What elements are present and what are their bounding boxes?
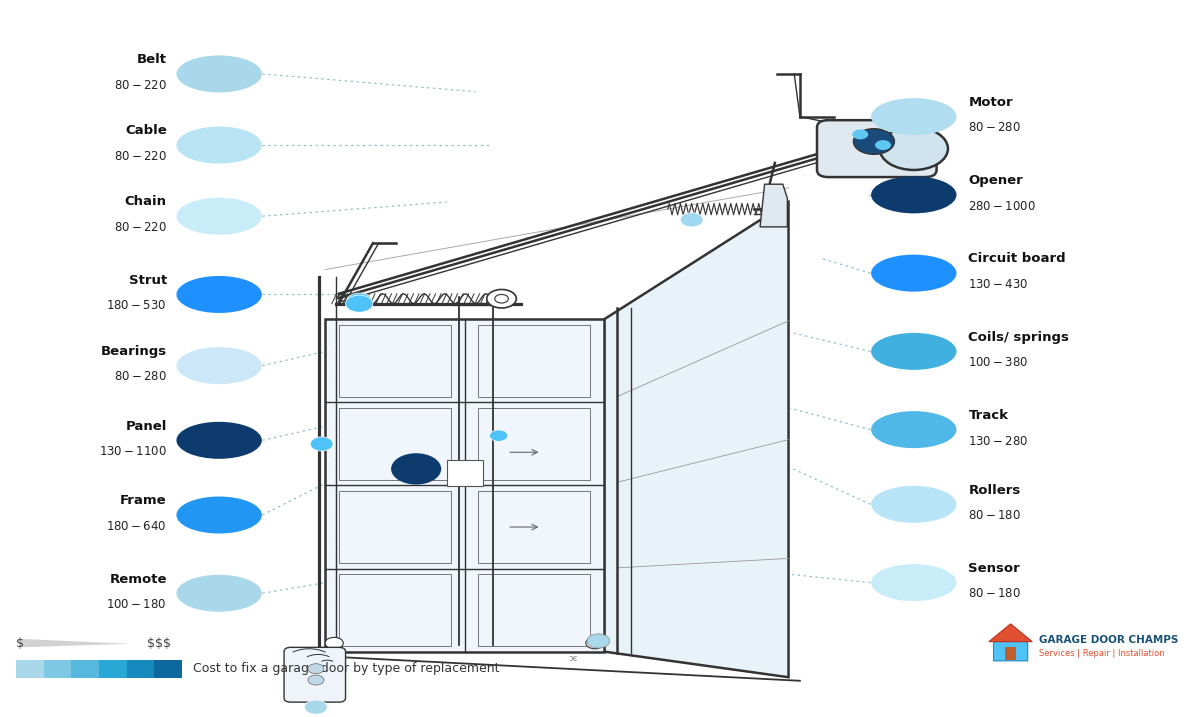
Circle shape [346,295,373,313]
Ellipse shape [176,496,262,533]
Text: $180 - $530: $180 - $530 [107,300,167,313]
Text: Belt: Belt [137,53,167,66]
Circle shape [325,637,343,649]
Text: Remote: Remote [109,573,167,586]
Circle shape [391,453,442,485]
Circle shape [487,290,516,308]
Ellipse shape [871,255,956,292]
Text: $100 - $180: $100 - $180 [107,598,167,611]
Circle shape [308,664,324,674]
Circle shape [680,213,703,227]
Text: $280 - $1000: $280 - $1000 [968,200,1037,213]
Circle shape [853,129,894,154]
Ellipse shape [871,98,956,135]
Ellipse shape [871,486,956,523]
Text: $130 - $280: $130 - $280 [968,435,1028,447]
Text: Frame: Frame [120,494,167,508]
Ellipse shape [176,575,262,612]
FancyBboxPatch shape [17,660,44,678]
Text: Chain: Chain [125,196,167,209]
Text: Services | Repair | Installation: Services | Repair | Installation [1039,650,1165,658]
FancyBboxPatch shape [1004,647,1016,660]
Text: Cable: Cable [125,124,167,138]
Circle shape [586,637,604,649]
FancyBboxPatch shape [817,120,936,177]
Circle shape [311,437,334,451]
Text: Cost to fix a garage door by type of replacement: Cost to fix a garage door by type of rep… [193,663,499,675]
Text: Sensor: Sensor [968,562,1020,575]
Ellipse shape [176,276,262,313]
Ellipse shape [871,176,956,214]
Polygon shape [325,319,604,652]
FancyBboxPatch shape [154,660,181,678]
Ellipse shape [871,411,956,448]
FancyBboxPatch shape [126,660,154,678]
Text: Coils/ springs: Coils/ springs [968,331,1069,343]
Text: $80 - $220: $80 - $220 [114,221,167,234]
FancyBboxPatch shape [44,660,72,678]
Ellipse shape [871,564,956,601]
Text: $130 - $430: $130 - $430 [968,278,1028,291]
Text: $180 - $640: $180 - $640 [107,520,167,533]
Polygon shape [994,629,1027,661]
Text: $: $ [17,637,24,650]
Circle shape [490,430,508,442]
Text: GARAGE DOOR CHAMPS: GARAGE DOOR CHAMPS [1039,635,1178,645]
FancyBboxPatch shape [72,660,100,678]
Polygon shape [989,624,1032,642]
Circle shape [494,295,509,303]
Circle shape [587,634,610,648]
Text: Circuit board: Circuit board [968,252,1066,265]
Text: $80 - $220: $80 - $220 [114,79,167,92]
Text: Track: Track [968,409,1008,422]
Ellipse shape [176,55,262,92]
Text: $80 - $280: $80 - $280 [968,121,1021,135]
Text: $80 - $180: $80 - $180 [968,587,1021,601]
Text: Panel: Panel [125,419,167,432]
FancyBboxPatch shape [100,660,126,678]
Ellipse shape [176,347,262,384]
Text: $80 - $180: $80 - $180 [968,509,1021,522]
Text: Bearings: Bearings [101,345,167,358]
Circle shape [305,700,328,714]
Text: $130 - $1100: $130 - $1100 [98,445,167,458]
Text: Rollers: Rollers [968,484,1021,497]
Circle shape [875,140,892,150]
Polygon shape [604,202,788,678]
Circle shape [308,675,324,685]
Text: Strut: Strut [128,274,167,287]
Text: $$$: $$$ [148,637,172,650]
Ellipse shape [176,127,262,163]
Ellipse shape [176,422,262,459]
Polygon shape [760,184,787,227]
Text: $80 - $280: $80 - $280 [114,371,167,384]
Text: $80 - $220: $80 - $220 [114,150,167,163]
Text: ↄє: ↄє [568,654,577,663]
FancyBboxPatch shape [284,647,346,702]
Polygon shape [20,639,131,647]
Circle shape [852,129,869,139]
Text: $100 - $380: $100 - $380 [968,356,1028,369]
Circle shape [880,128,948,170]
Ellipse shape [871,333,956,370]
Text: Opener: Opener [968,174,1024,187]
FancyBboxPatch shape [448,460,482,486]
Circle shape [347,293,372,309]
Ellipse shape [176,198,262,234]
Text: Motor: Motor [968,96,1013,109]
